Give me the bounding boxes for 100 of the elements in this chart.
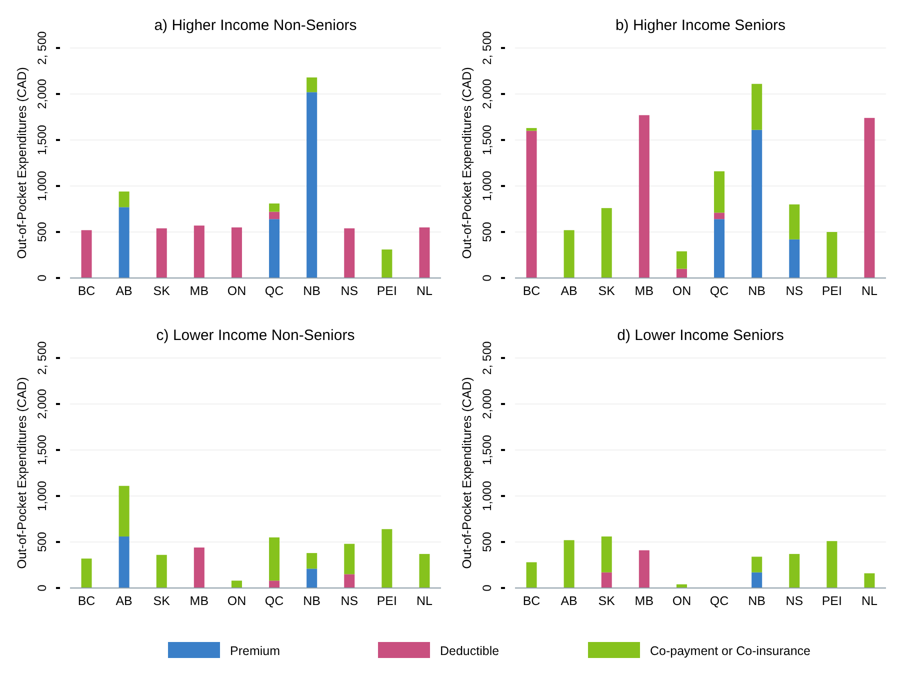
chart-title: d) Lower Income Seniors bbox=[617, 327, 784, 344]
y-tick-label: 500 bbox=[35, 222, 49, 242]
x-tick-label: NL bbox=[861, 284, 878, 298]
bar bbox=[269, 537, 280, 581]
chart-title: a) Higher Income Non-Seniors bbox=[154, 17, 357, 34]
x-tick-label: MB bbox=[634, 284, 654, 298]
x-tick-label: NB bbox=[748, 594, 766, 608]
bar bbox=[306, 77, 318, 92]
y-axis-title: Out-of-Pocket Expenditures (CAD) bbox=[15, 67, 29, 259]
x-tick-label: PEI bbox=[376, 594, 398, 608]
bar bbox=[714, 171, 725, 213]
x-tick-label: SK bbox=[153, 284, 171, 298]
y-tick-label: 500 bbox=[35, 532, 49, 552]
y-tick-label: 2,000 bbox=[35, 78, 49, 110]
y-tick-label: 1,000 bbox=[480, 170, 494, 202]
x-tick-label: NL bbox=[861, 594, 878, 608]
legend-label: Premium bbox=[230, 644, 280, 658]
x-tick-label: QC bbox=[264, 284, 284, 298]
y-tick-label: 2,000 bbox=[480, 78, 494, 110]
bar bbox=[382, 529, 392, 588]
y-tick-label: 2, 500 bbox=[35, 31, 49, 65]
x-tick-label: SK bbox=[153, 594, 171, 608]
bar bbox=[231, 227, 242, 278]
y-tick-label: 2, 500 bbox=[35, 341, 49, 375]
bar bbox=[526, 130, 537, 278]
x-tick-label: ON bbox=[227, 594, 246, 608]
x-tick-label: PEI bbox=[376, 284, 398, 298]
x-tick-label: BC bbox=[522, 594, 540, 608]
bar bbox=[789, 239, 800, 278]
bar bbox=[344, 228, 355, 278]
y-tick-label: 2, 500 bbox=[480, 31, 494, 65]
bar bbox=[231, 580, 242, 588]
y-tick-label: 0 bbox=[480, 584, 494, 592]
bar bbox=[676, 251, 687, 269]
bar bbox=[118, 486, 130, 536]
bar bbox=[306, 553, 318, 569]
x-tick-label: BC bbox=[78, 594, 96, 608]
x-tick-label: NL bbox=[416, 284, 433, 298]
bar bbox=[269, 219, 280, 278]
y-tick-label: 1,500 bbox=[480, 124, 494, 156]
x-tick-label: PEI bbox=[822, 284, 842, 298]
x-tick-label: MB bbox=[190, 594, 209, 608]
bar bbox=[826, 232, 838, 278]
bar bbox=[419, 227, 430, 278]
bar bbox=[194, 548, 204, 588]
x-tick-label: NS bbox=[786, 284, 804, 298]
chart-title: c) Lower Income Non-Seniors bbox=[156, 327, 355, 344]
bar bbox=[156, 554, 167, 588]
bar bbox=[118, 207, 130, 278]
x-tick-label: MB bbox=[190, 284, 209, 298]
x-tick-label: PEI bbox=[822, 594, 842, 608]
y-tick-label: 1,500 bbox=[35, 124, 49, 156]
bar bbox=[194, 226, 204, 278]
legend-label: Co-payment or Co-insurance bbox=[650, 644, 811, 658]
bar bbox=[306, 92, 318, 278]
bar bbox=[564, 540, 574, 588]
y-axis-title: Out-of-Pocket Expenditures (CAD) bbox=[15, 377, 29, 569]
bar bbox=[789, 204, 800, 240]
bar bbox=[382, 249, 392, 278]
x-tick-label: NB bbox=[748, 284, 766, 298]
x-tick-label: AB bbox=[116, 284, 132, 298]
x-tick-label: NS bbox=[340, 594, 358, 608]
y-tick-label: 500 bbox=[480, 222, 494, 242]
y-tick-label: 2, 500 bbox=[480, 341, 494, 375]
x-tick-label: BC bbox=[522, 284, 540, 298]
y-axis-title: Out-of-Pocket Expenditures (CAD) bbox=[460, 67, 474, 259]
bar bbox=[601, 208, 612, 278]
y-axis-title: Out-of-Pocket Expenditures (CAD) bbox=[460, 377, 474, 569]
bar bbox=[118, 536, 130, 588]
x-tick-label: BC bbox=[78, 284, 96, 298]
y-tick-label: 1,500 bbox=[480, 434, 494, 466]
bar bbox=[118, 192, 130, 208]
y-tick-label: 500 bbox=[480, 532, 494, 552]
x-tick-label: AB bbox=[560, 284, 578, 298]
x-tick-label: SK bbox=[598, 594, 616, 608]
bar bbox=[269, 212, 280, 220]
bar bbox=[81, 230, 92, 278]
bar bbox=[526, 128, 537, 131]
x-tick-label: NB bbox=[303, 284, 321, 298]
bar bbox=[344, 544, 355, 574]
bar bbox=[601, 572, 612, 588]
bar bbox=[789, 554, 800, 588]
x-tick-label: NB bbox=[303, 594, 321, 608]
bar bbox=[714, 219, 725, 278]
x-tick-label: ON bbox=[672, 594, 692, 608]
bar bbox=[419, 554, 430, 588]
x-tick-label: NS bbox=[340, 284, 358, 298]
bar bbox=[564, 230, 574, 278]
y-tick-label: 1,000 bbox=[480, 480, 494, 512]
y-tick-label: 0 bbox=[35, 584, 49, 592]
bar bbox=[752, 556, 762, 572]
x-tick-label: ON bbox=[227, 284, 246, 298]
y-tick-label: 2,000 bbox=[35, 388, 49, 420]
x-tick-label: ON bbox=[672, 284, 692, 298]
x-tick-label: SK bbox=[598, 284, 616, 298]
bar bbox=[752, 572, 762, 588]
bar bbox=[638, 550, 650, 588]
x-tick-label: NL bbox=[416, 594, 433, 608]
bar bbox=[81, 558, 92, 588]
bar bbox=[601, 536, 612, 572]
